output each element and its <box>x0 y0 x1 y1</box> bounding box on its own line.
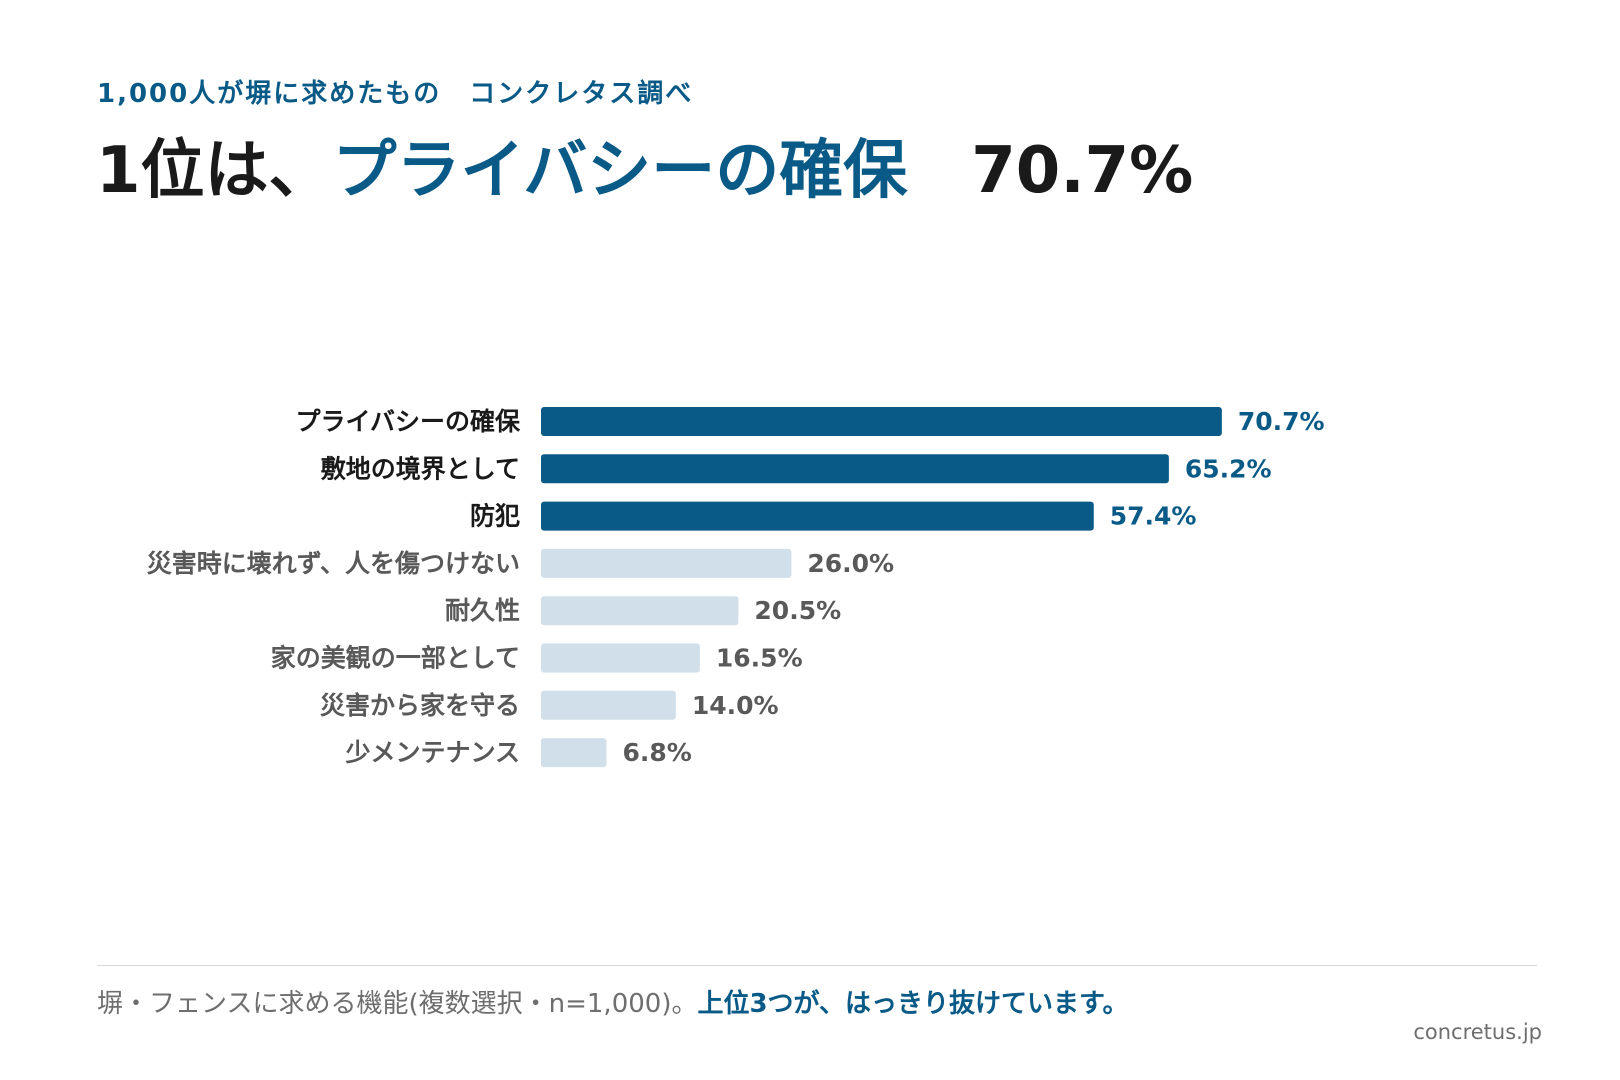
value-label-2: 65.2% <box>1185 454 1272 483</box>
category-label-8: 少メンテナンス <box>344 738 520 767</box>
headline-value: 70.7% <box>971 134 1194 208</box>
chart-subtitle: 1,000人が塀に求めたもの コンクレタス調べ <box>97 79 694 109</box>
headline-highlight: プライバシーの確保 <box>332 134 908 208</box>
bar-6 <box>541 643 700 673</box>
value-label-8: 6.8% <box>622 738 691 767</box>
bar-8 <box>541 738 607 768</box>
value-label-5: 20.5% <box>754 596 841 625</box>
bar-7 <box>541 690 676 720</box>
category-label-7: 災害から家を守る <box>320 691 520 720</box>
bar-2 <box>541 454 1169 484</box>
value-label-3: 57.4% <box>1110 502 1197 531</box>
headline: 1位は、プライバシーの確保 70.7% <box>96 126 1193 216</box>
category-label-3: 防犯 <box>470 502 520 531</box>
category-label-5: 耐久性 <box>445 596 520 625</box>
headline-prefix: 1位は、 <box>96 134 333 208</box>
footer-divider <box>97 965 1537 966</box>
value-label-4: 26.0% <box>807 549 894 578</box>
category-label-2: 敷地の境界として <box>321 454 520 483</box>
value-label-7: 14.0% <box>692 691 779 720</box>
category-label-4: 災害時に壊れず、人を傷つけない <box>147 549 520 578</box>
value-label-6: 16.5% <box>716 644 803 673</box>
footnote: 塀・フェンスに求める機能(複数選択・n=1,000)。上位3つが、はっきり抜けて… <box>97 986 1128 1022</box>
footnote-emphasis: 上位3つが、はっきり抜けています。 <box>697 989 1129 1019</box>
source-credit: concretus.jp <box>1413 1020 1542 1044</box>
value-label-1: 70.7% <box>1238 407 1325 436</box>
bar-3 <box>541 501 1094 531</box>
bar-5 <box>541 596 739 626</box>
bar-4 <box>541 548 792 578</box>
category-label-1: プライバシーの確保 <box>295 407 521 436</box>
category-label-6: 家の美観の一部として <box>271 644 520 673</box>
footnote-text: 塀・フェンスに求める機能(複数選択・n=1,000)。 <box>97 989 698 1019</box>
bar-1 <box>541 407 1222 436</box>
